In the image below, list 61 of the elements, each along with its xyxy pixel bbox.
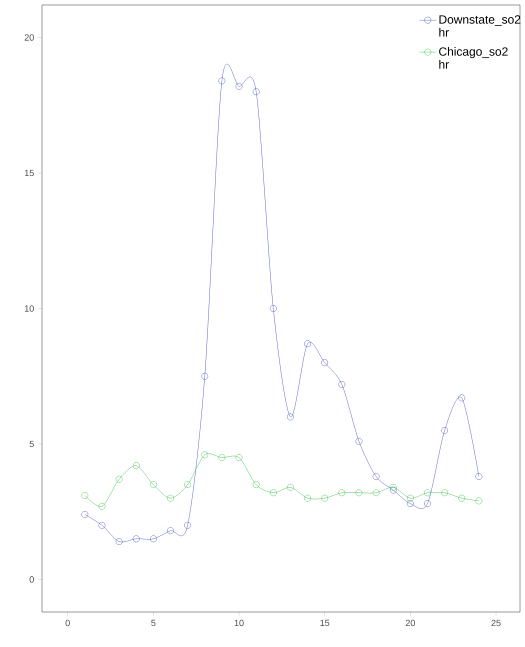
point — [304, 494, 311, 502]
point — [356, 438, 362, 445]
point — [406, 500, 414, 507]
x-tick-label: 20 — [406, 620, 415, 626]
point — [150, 481, 157, 488]
point — [372, 489, 380, 496]
x-tick-label: 10 — [234, 620, 244, 626]
point — [441, 427, 448, 434]
point — [338, 489, 346, 496]
point — [458, 494, 466, 502]
point — [98, 522, 106, 529]
point — [390, 486, 397, 494]
legend-label: Downstate_so2 hr — [439, 15, 520, 37]
point — [98, 502, 106, 510]
point — [270, 489, 277, 496]
point — [218, 454, 226, 461]
point — [390, 484, 397, 491]
point — [321, 359, 328, 366]
point — [167, 527, 174, 534]
point — [424, 500, 431, 507]
point — [476, 473, 482, 480]
point — [441, 489, 448, 496]
point — [81, 511, 88, 518]
point — [184, 522, 192, 529]
x-tick-label: 5 — [151, 620, 156, 626]
point — [218, 77, 226, 84]
point — [116, 476, 122, 483]
point — [321, 494, 328, 502]
y-tick-label: 15 — [24, 170, 34, 176]
point — [270, 305, 277, 312]
point — [150, 535, 157, 542]
y-tick-label: 0 — [30, 576, 34, 583]
point — [81, 492, 88, 499]
point — [167, 494, 174, 502]
point — [458, 394, 466, 402]
y-tick-label: 10 — [24, 305, 34, 312]
point — [252, 88, 260, 96]
point — [304, 340, 311, 348]
point — [356, 489, 362, 496]
point — [372, 473, 380, 480]
point — [236, 82, 242, 90]
y-tick-label: 20 — [24, 34, 34, 41]
legend-label: Chicago_so2 hr — [439, 47, 508, 69]
point — [184, 481, 192, 488]
point — [287, 484, 294, 491]
point — [252, 481, 260, 488]
point — [201, 451, 208, 458]
point — [132, 462, 140, 470]
point — [424, 489, 431, 496]
x-tick-label: 0 — [66, 620, 70, 626]
point — [476, 498, 482, 504]
point — [201, 372, 208, 380]
point — [287, 414, 294, 420]
y-tick-label: 5 — [30, 440, 34, 448]
point — [338, 380, 346, 388]
point — [132, 535, 140, 542]
point — [236, 454, 242, 461]
x-tick-label: 25 — [491, 620, 501, 626]
point — [406, 494, 414, 502]
point — [116, 538, 122, 545]
x-tick-label: 15 — [320, 620, 330, 626]
